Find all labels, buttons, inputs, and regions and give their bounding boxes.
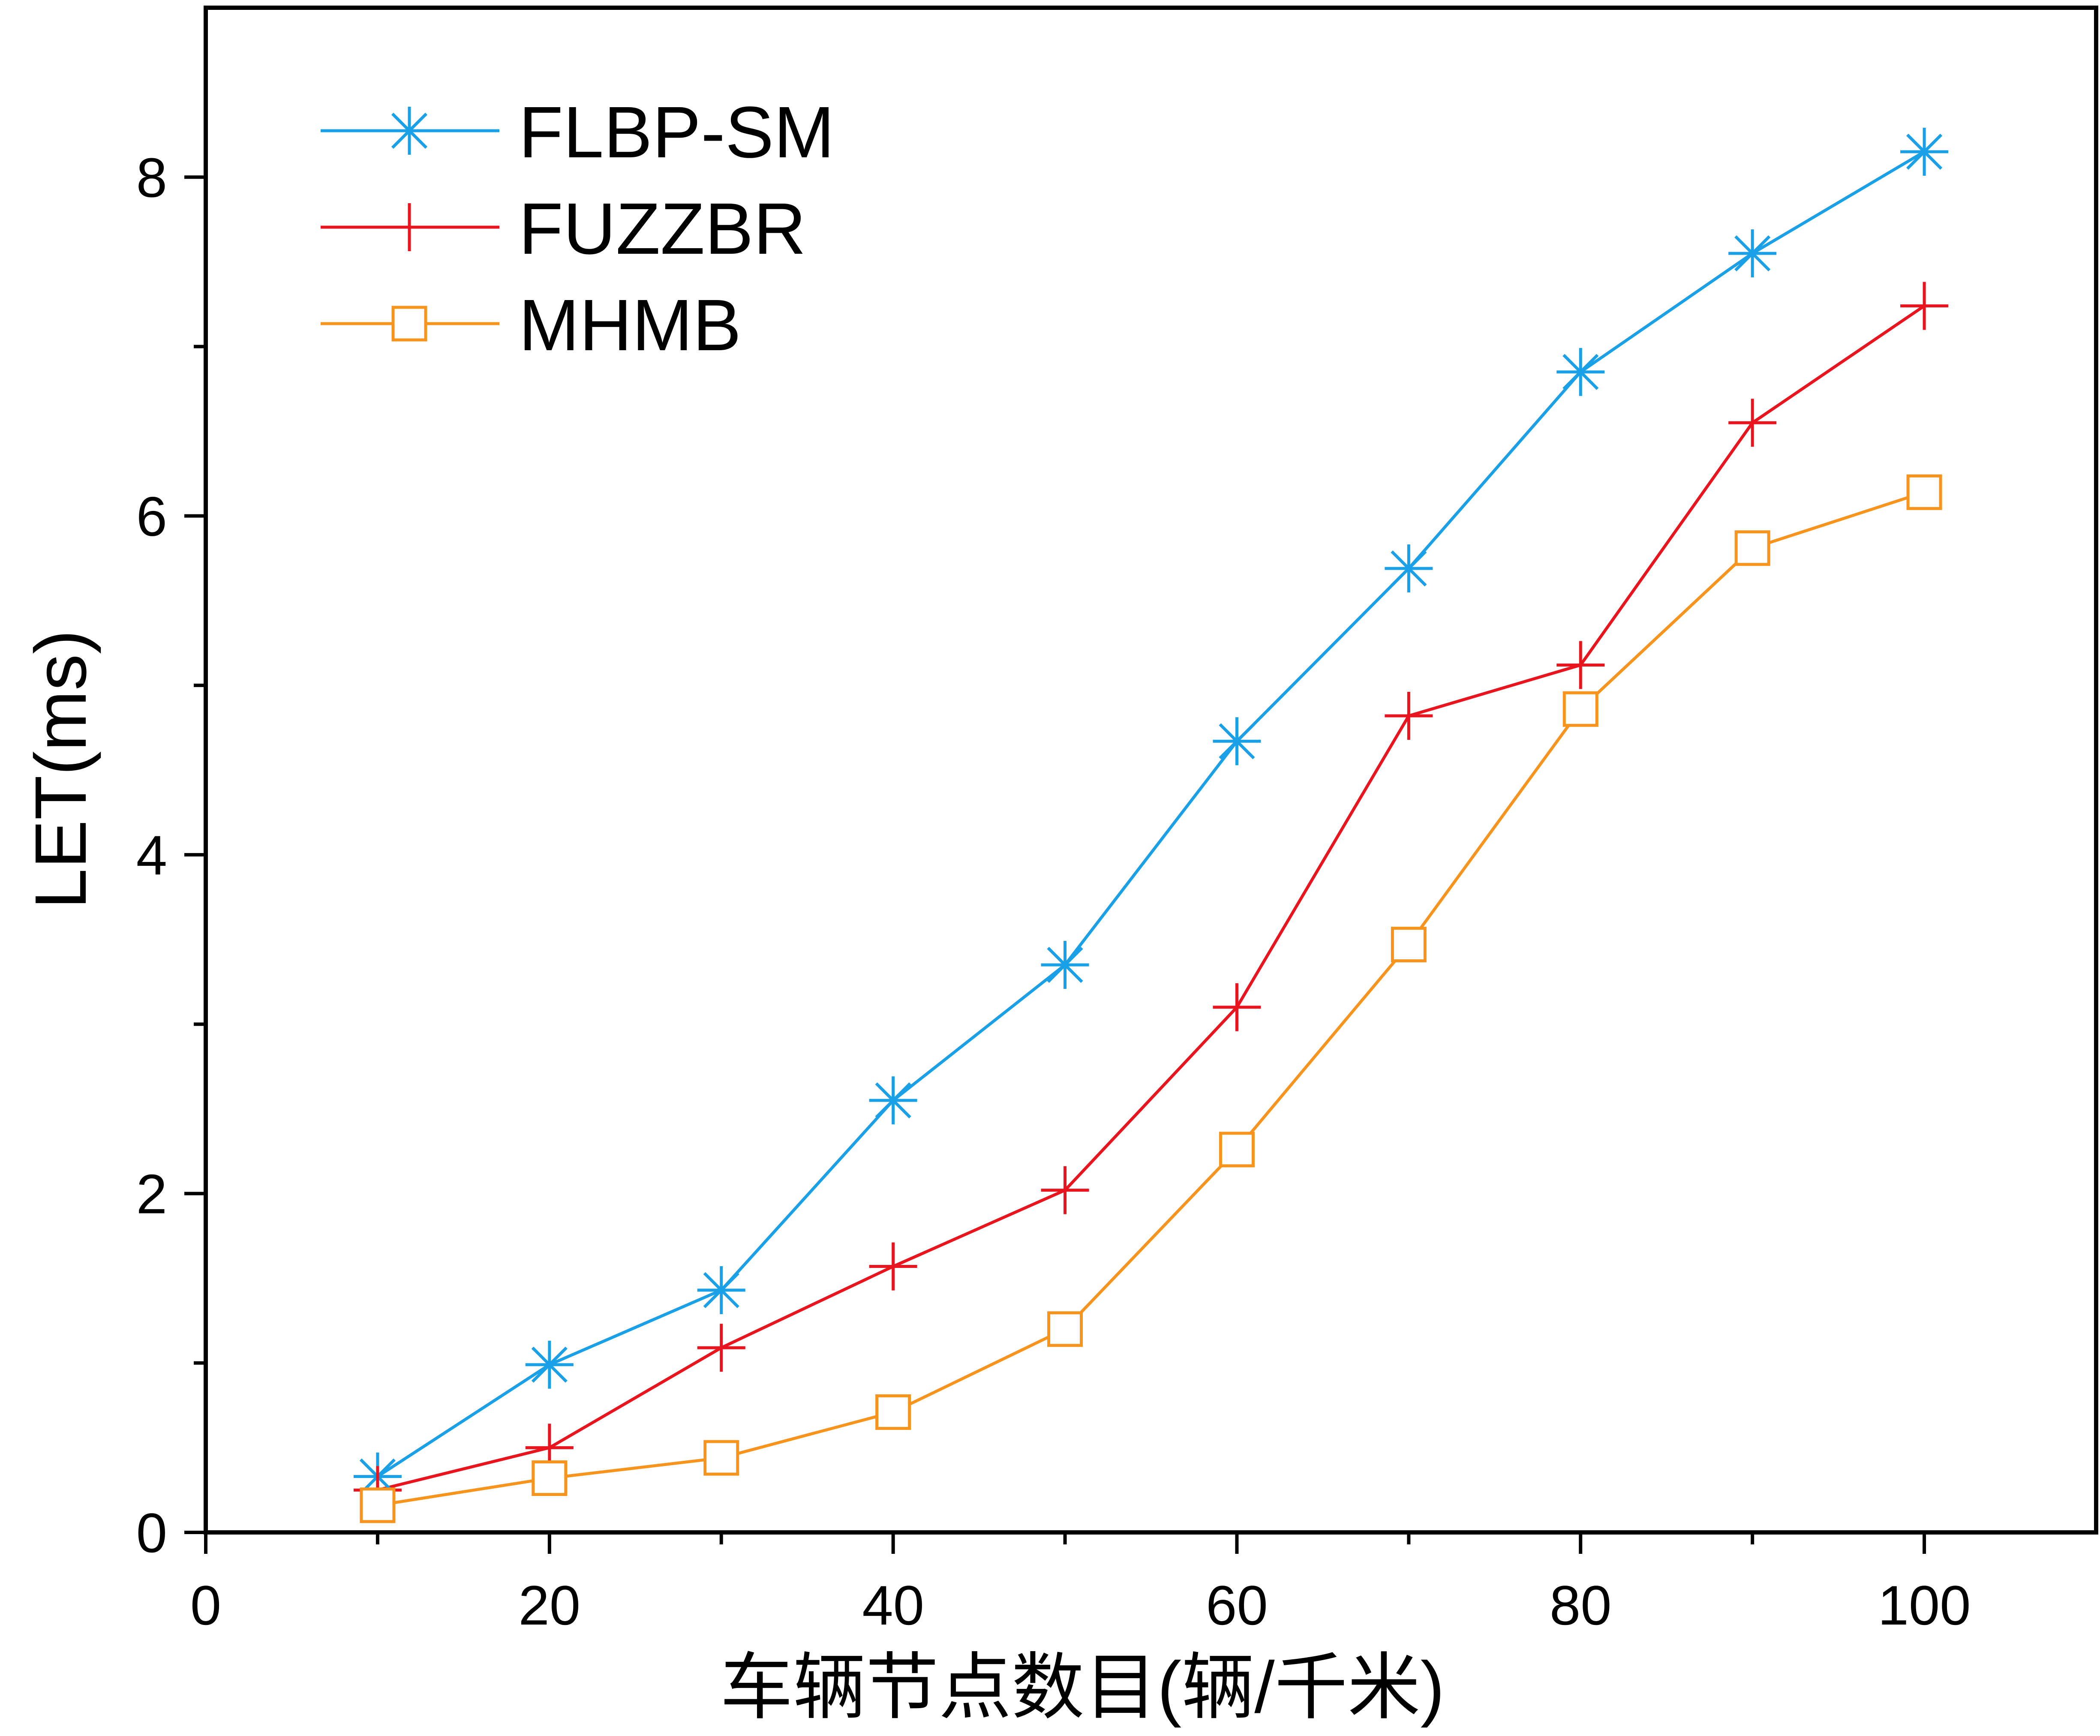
legend-marker-fuzzbr [385, 203, 433, 251]
plot-border [204, 6, 2098, 1535]
data-point-flbp-sm [1556, 348, 1605, 396]
data-point-flbp-sm [1385, 544, 1433, 593]
y-tick-label: 4 [136, 824, 167, 886]
data-point-mhmb [1734, 530, 1770, 566]
data-point-mhmb [360, 1487, 396, 1523]
data-point-mhmb [1906, 474, 1942, 510]
x-axis-title: 车辆节点数目(辆/千米) [720, 1647, 1445, 1728]
series-line-fuzzbr [377, 304, 1926, 1492]
data-point-fuzzbr [1900, 282, 1949, 330]
y-axis-title: LET(ms) [20, 630, 102, 909]
legend-marker-mhmb [391, 306, 427, 342]
plot-frame [204, 6, 2098, 1535]
data-point-fuzzbr [697, 1324, 745, 1372]
legend-label-mhmb: MHMB [519, 285, 741, 366]
legend: FLBP-SM FUZZBR MHMB [321, 92, 835, 366]
series-line-mhmb [377, 491, 1925, 1507]
series-line-flbp-sm [377, 150, 1925, 1478]
data-point-flbp-sm [1213, 717, 1261, 766]
data-point-flbp-sm [869, 1076, 917, 1125]
x-tick-label: 20 [519, 1574, 581, 1637]
data-point-mhmb [1562, 691, 1598, 727]
data-point-flbp-sm [1041, 941, 1089, 989]
legend-label-flbp-sm: FLBP-SM [519, 92, 835, 173]
data-point-fuzzbr [1213, 983, 1261, 1031]
legend-marker-flbp-sm [385, 107, 433, 155]
data-point-mhmb [1047, 1311, 1083, 1347]
legend-label-fuzzbr: FUZZBR [519, 188, 806, 270]
data-point-fuzzbr [1556, 641, 1605, 689]
data-point-flbp-sm [1728, 229, 1777, 278]
x-tick-label: 0 [190, 1574, 221, 1637]
y-tick-label: 2 [136, 1163, 167, 1225]
series-layer [353, 127, 1949, 1523]
data-point-mhmb [1219, 1132, 1255, 1168]
data-point-flbp-sm [525, 1340, 574, 1389]
data-point-mhmb [875, 1394, 911, 1430]
data-point-fuzzbr [1728, 399, 1777, 447]
x-tick-label: 40 [862, 1574, 924, 1637]
x-tick-label: 100 [1878, 1574, 1971, 1637]
data-point-fuzzbr [869, 1242, 917, 1291]
data-point-mhmb [532, 1460, 568, 1496]
data-point-flbp-sm [1900, 127, 1949, 176]
data-point-mhmb [1391, 927, 1427, 963]
data-point-mhmb [703, 1440, 739, 1476]
x-tick-label: 80 [1550, 1574, 1612, 1637]
y-tick-label: 6 [136, 485, 167, 548]
data-point-fuzzbr [1385, 692, 1433, 740]
x-tick-label: 60 [1206, 1574, 1268, 1637]
y-tick-label: 8 [136, 146, 167, 209]
y-tick-label: 0 [136, 1502, 167, 1564]
data-point-flbp-sm [697, 1266, 745, 1314]
axis-ticks: 0 20 40 60 80 100 0 2 4 6 8 [136, 146, 1971, 1637]
data-point-fuzzbr [1041, 1166, 1089, 1214]
